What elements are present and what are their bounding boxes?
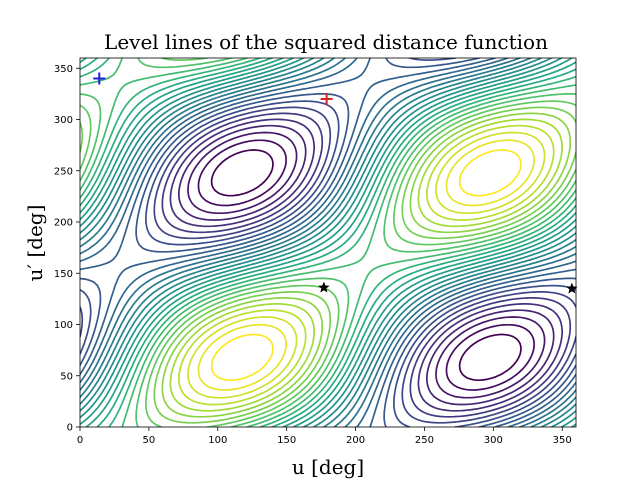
chart-title: Level lines of the squared distance func… bbox=[104, 30, 548, 54]
contour-level bbox=[80, 106, 576, 424]
contour-level bbox=[80, 58, 576, 427]
contour-level bbox=[161, 112, 572, 418]
contour-level bbox=[80, 58, 576, 427]
y-tick-label: 300 bbox=[54, 115, 73, 126]
contour-level bbox=[80, 58, 576, 427]
contour-level bbox=[80, 58, 576, 427]
x-tick-label: 250 bbox=[415, 435, 434, 446]
marker-min bbox=[93, 72, 106, 85]
contour-level bbox=[80, 58, 576, 427]
contour-level bbox=[197, 139, 535, 391]
contour-level bbox=[210, 149, 522, 382]
contour-level bbox=[187, 131, 546, 399]
x-axis: 0 50 100 150 200 250 300 350 bbox=[77, 427, 572, 446]
x-tick-label: 0 bbox=[77, 435, 83, 446]
x-tick-label: 350 bbox=[553, 435, 572, 446]
marker-max bbox=[320, 93, 333, 105]
contour-level bbox=[161, 112, 572, 418]
contour-level bbox=[80, 58, 576, 427]
y-tick-label: 200 bbox=[54, 218, 73, 229]
contour-level bbox=[80, 106, 576, 424]
contour-level bbox=[80, 58, 576, 427]
contour-lines bbox=[80, 58, 576, 427]
y-axis-label: u′ [deg] bbox=[23, 205, 47, 282]
contour-level bbox=[178, 124, 555, 406]
y-tick-label: 0 bbox=[67, 423, 73, 434]
contour-level bbox=[210, 149, 522, 382]
marker-saddle-1 bbox=[318, 281, 330, 293]
contour-level bbox=[80, 58, 576, 427]
contour-level bbox=[178, 124, 555, 406]
x-tick-label: 200 bbox=[346, 435, 365, 446]
contour-level bbox=[80, 58, 576, 427]
contour-level bbox=[80, 58, 576, 427]
y-tick-label: 250 bbox=[54, 166, 73, 177]
contour-level bbox=[80, 58, 576, 427]
contour-level bbox=[197, 139, 535, 391]
x-tick-label: 150 bbox=[277, 435, 296, 446]
y-tick-label: 350 bbox=[54, 64, 73, 75]
markers bbox=[93, 72, 578, 294]
x-tick-label: 300 bbox=[484, 435, 503, 446]
contour-level bbox=[80, 58, 576, 427]
contour-level bbox=[80, 58, 576, 427]
marker-saddle-2 bbox=[566, 282, 578, 294]
x-axis-label: u [deg] bbox=[292, 455, 364, 479]
contour-level bbox=[80, 58, 576, 427]
y-axis: 0 50 100 150 200 250 300 350 bbox=[54, 64, 80, 434]
contour-level bbox=[80, 58, 576, 427]
contour-level bbox=[169, 118, 564, 412]
plot-frame bbox=[79, 57, 577, 428]
y-tick-label: 100 bbox=[54, 320, 73, 331]
contour-level bbox=[187, 131, 546, 399]
x-tick-label: 50 bbox=[143, 435, 156, 446]
y-tick-label: 150 bbox=[54, 269, 73, 280]
x-tick-label: 100 bbox=[208, 435, 227, 446]
contour-level bbox=[80, 58, 576, 427]
contour-level bbox=[169, 118, 564, 412]
y-tick-label: 50 bbox=[60, 371, 73, 382]
